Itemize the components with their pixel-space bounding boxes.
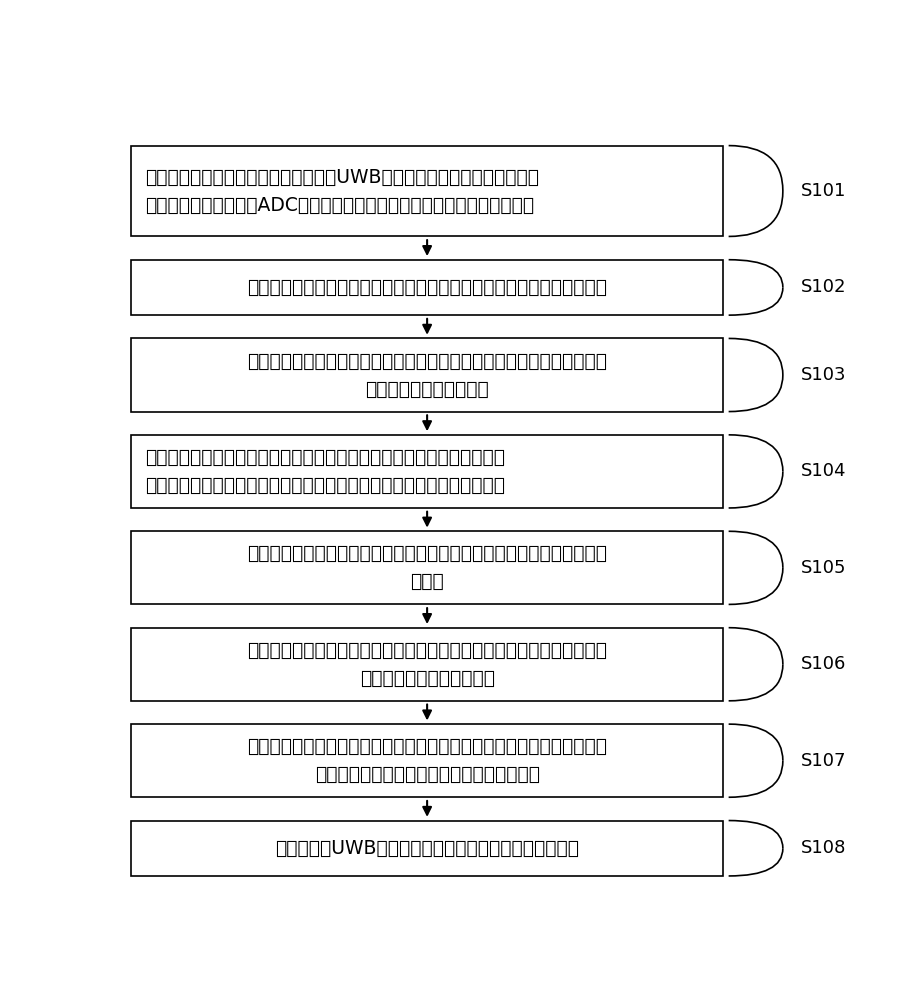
Text: S103: S103 [801, 366, 846, 384]
Bar [131, 146, 723, 236]
Bar [131, 531, 723, 604]
Bar [131, 821, 723, 876]
Text: 根据所述两组基带频域复信号带宽内各频点的幅度值计算相位差合并权重
系数，依次计算出权重序列: 根据所述两组基带频域复信号带宽内各频点的幅度值计算相位差合并权重 系数，依次计算… [247, 641, 607, 688]
Text: S108: S108 [801, 839, 846, 857]
Text: 使用本地超宽带前导脉冲匹配滤波器得到离散多径信道冲击响应估计结果: 使用本地超宽带前导脉冲匹配滤波器得到离散多径信道冲击响应估计结果 [247, 278, 607, 297]
Text: 将所述两组基带频域复信号执行互相关处理，计算相位差获得归一化相位
差序列: 将所述两组基带频域复信号执行互相关处理，计算相位差获得归一化相位 差序列 [247, 544, 607, 591]
Bar [131, 338, 723, 412]
Bar [131, 260, 723, 315]
Text: S105: S105 [801, 559, 846, 577]
Text: 根据所述权重序列和所述归一化相位差序列计算合并相位差结果，获得所
述超宽带射频信号到达两个天线端口的相位差: 根据所述权重序列和所述归一化相位差序列计算合并相位差结果，获得所 述超宽带射频信… [247, 737, 607, 784]
Text: 使用双天线双通道超宽带射频接收机对UWB标签发射的超宽带射频信号进行
接收，经由下变频以及ADC采样后获得分别从两根天线接收到的基带复信号: 使用双天线双通道超宽带射频接收机对UWB标签发射的超宽带射频信号进行 接收，经由… [145, 168, 539, 215]
Text: S102: S102 [801, 278, 846, 296]
Text: 构造时域掩码，将所述基带复信号内的多径能量置零，获得仅包含首径脉
冲的两组基带时域复信号: 构造时域掩码，将所述基带复信号内的多径能量置零，获得仅包含首径脉 冲的两组基带时… [247, 351, 607, 398]
Bar [131, 435, 723, 508]
Text: 对所述仅包含首径脉冲的两组基带时域复信号执行傅里叶变换，获得两组
基带频域复信号，并获得所述两组基带频域复信号带宽内各频点的幅度值: 对所述仅包含首径脉冲的两组基带时域复信号执行傅里叶变换，获得两组 基带频域复信号… [145, 448, 505, 495]
Text: S104: S104 [801, 462, 846, 480]
Bar [131, 724, 723, 797]
Text: S106: S106 [801, 655, 846, 673]
Bar [131, 628, 723, 701]
Text: S101: S101 [801, 182, 846, 200]
Text: S107: S107 [801, 752, 846, 770]
Text: 计算出所述UWB标签发射的超宽带射频信号的到达入射角: 计算出所述UWB标签发射的超宽带射频信号的到达入射角 [275, 839, 579, 858]
